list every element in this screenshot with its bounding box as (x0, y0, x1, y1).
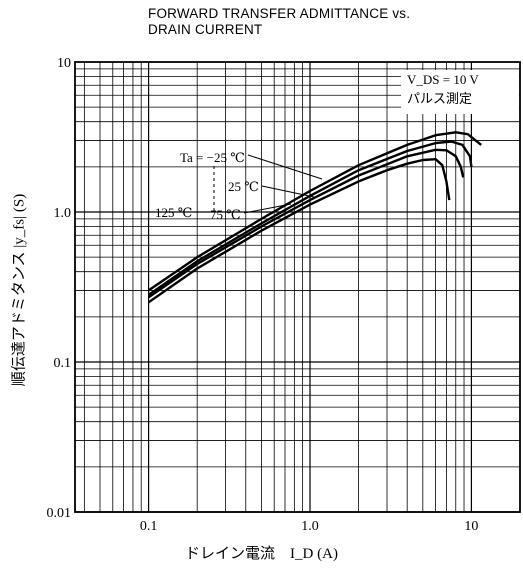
curve-label-leader (247, 154, 323, 180)
series-line-3 (147, 158, 451, 304)
x-tick-label: 0.1 (140, 519, 158, 534)
curve-label-text: 25 ℃ (228, 179, 259, 194)
chart-title-line2: DRAIN CURRENT (148, 22, 263, 37)
curve-label-text: 125 ℃ (155, 205, 192, 220)
x-tick-label: 10 (464, 519, 478, 534)
x-axis-label: ドレイン電流 I_D (A) (185, 546, 338, 562)
y-tick-label: 0.01 (47, 506, 72, 521)
series-line-0 (147, 131, 482, 292)
chart-title: FORWARD TRANSFER ADMITTANCE vs. DRAIN CU… (148, 6, 410, 38)
y-tick-label: 0.1 (54, 356, 72, 371)
curve-label-text: Ta = −25 ℃ (180, 150, 245, 165)
condition-pulse: パルス測定 (407, 91, 473, 106)
curve-label-text: 75 ℃ (210, 207, 241, 222)
curve-label-leader (261, 185, 315, 198)
y-axis-label: 順伝達アドミタンス |y_fs| (S) (11, 193, 28, 387)
series-line-2 (147, 148, 465, 299)
condition-vds: V_DS = 10 V (407, 72, 479, 87)
chart-title-line1: FORWARD TRANSFER ADMITTANCE vs. (148, 6, 411, 21)
y-tick-label: 10 (57, 56, 71, 71)
y-tick-label: 1.0 (54, 206, 72, 221)
x-tick-label: 1.0 (301, 519, 319, 534)
plot-frame (74, 61, 521, 513)
measurement-conditions-box: V_DS = 10 V パルス測定 (401, 70, 519, 114)
series-line-1 (147, 140, 473, 296)
